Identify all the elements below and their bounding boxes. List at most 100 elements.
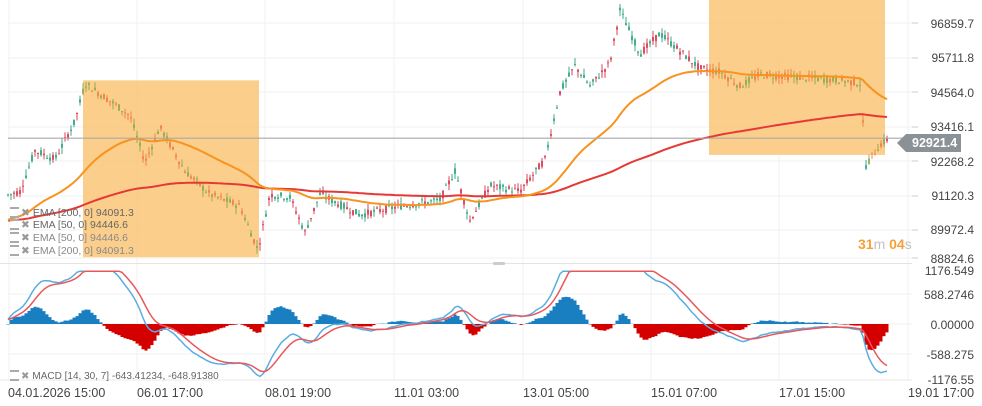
candle-body	[595, 76, 597, 79]
macd-histogram-bar	[843, 324, 847, 325]
candle-body	[841, 76, 843, 81]
candle-body	[400, 203, 402, 210]
price-axis-label: 96859.7	[930, 17, 974, 31]
macd-histogram-bar	[156, 324, 160, 336]
macd-histogram-bar	[789, 321, 793, 324]
candle-body	[157, 131, 159, 135]
legend-ema200[interactable]: ✖ EMA [200, 0] 94091.3	[10, 206, 134, 219]
candle-body	[121, 111, 123, 113]
candle-body	[277, 197, 279, 199]
time-axis-label: 17.01 15:00	[779, 386, 846, 400]
candle-body	[883, 138, 885, 145]
time-axis-label: 11.01 03:00	[394, 386, 460, 400]
macd-histogram-bar	[585, 319, 589, 324]
macd-histogram-bar	[462, 324, 466, 325]
candle-body	[61, 143, 63, 148]
macd-histogram-bar	[825, 322, 829, 324]
legend-ema50-secondary[interactable]: ✖ EMA [50, 0] 94446.6	[10, 231, 128, 244]
candle-body	[682, 50, 684, 52]
legend-ema200-secondary[interactable]: ✖ EMA [200, 0] 94091.3	[10, 244, 134, 257]
macd-histogram-bar	[519, 324, 523, 325]
macd-histogram-bar	[258, 324, 262, 333]
candle-body	[259, 243, 261, 245]
candle-body	[430, 200, 432, 202]
candle-body	[721, 72, 723, 74]
macd-histogram-bar	[651, 324, 655, 338]
settings-menu-icon[interactable]	[10, 231, 19, 243]
macd-histogram-bar	[474, 324, 478, 335]
candle-body	[568, 72, 570, 77]
macd-histogram-bar	[735, 324, 739, 331]
candle-body	[196, 178, 198, 180]
macd-histogram-bar	[852, 324, 856, 326]
macd-histogram-bar	[402, 321, 406, 324]
candle-body	[616, 27, 618, 30]
legend-macd[interactable]: ✖ MACD [14, 30, 7] -643.41234, -648.91380	[10, 370, 219, 383]
macd-histogram-bar	[861, 324, 865, 333]
candle-body	[850, 80, 852, 86]
close-icon[interactable]: ✖	[21, 245, 30, 257]
candle-body	[580, 75, 582, 77]
macd-histogram-bar	[627, 319, 631, 324]
macd-histogram-bar	[96, 319, 100, 324]
macd-histogram-bar	[165, 324, 169, 328]
candle-body	[337, 204, 339, 207]
macd-histogram-bar	[45, 314, 49, 324]
macd-histogram-bar	[615, 320, 619, 324]
macd-histogram-bar	[780, 322, 784, 324]
macd-histogram-bar	[744, 324, 748, 328]
time-axis-label: 15.01 07:00	[651, 386, 718, 400]
candle-body	[544, 155, 546, 158]
macd-histogram-bar	[564, 296, 568, 324]
candle-body	[238, 203, 240, 205]
close-icon[interactable]: ✖	[21, 207, 30, 219]
macd-axis-label: 588.2746	[923, 288, 974, 302]
candle-body	[391, 206, 393, 210]
macd-histogram-bar	[264, 321, 268, 324]
candle-body	[37, 152, 39, 154]
settings-menu-icon[interactable]	[10, 244, 19, 256]
timer-minutes: 31	[858, 236, 874, 252]
macd-histogram-bar	[117, 324, 121, 336]
macd-histogram-bar	[816, 322, 820, 324]
legend-ema50[interactable]: ✖ EMA [50, 0] 94446.6	[10, 218, 128, 231]
candle-body	[316, 201, 318, 203]
settings-menu-icon[interactable]	[10, 370, 19, 381]
candle-body	[358, 213, 360, 217]
macd-histogram-bar	[315, 319, 319, 324]
candle-body	[160, 125, 162, 129]
highlight-box	[83, 80, 259, 258]
legend-label: EMA [200, 0] 94091.3	[32, 245, 134, 257]
candle-body	[58, 153, 60, 155]
macd-histogram-bar	[171, 324, 175, 330]
macd-histogram-bar	[528, 322, 532, 324]
macd-histogram-bar	[507, 321, 511, 324]
candle-body	[151, 146, 153, 150]
close-icon[interactable]: ✖	[21, 232, 30, 244]
candle-body	[547, 144, 549, 148]
candle-body	[112, 101, 114, 104]
macd-histogram-bar	[657, 324, 661, 334]
close-icon[interactable]: ✖	[21, 219, 30, 231]
macd-histogram-bar	[27, 310, 31, 324]
candle-body	[205, 191, 207, 193]
pane-resize-handle[interactable]	[493, 262, 505, 265]
macd-histogram-bar	[660, 324, 664, 333]
settings-menu-icon[interactable]	[10, 218, 19, 230]
candle-body	[250, 232, 252, 237]
candle-body	[634, 39, 636, 46]
macd-histogram-bar	[798, 322, 802, 324]
settings-menu-icon[interactable]	[10, 206, 19, 218]
macd-histogram-bar	[57, 322, 61, 324]
candle-body	[700, 65, 702, 70]
close-icon[interactable]: ✖	[21, 371, 30, 383]
candle-body	[253, 239, 255, 244]
macd-histogram-bar	[636, 324, 640, 334]
candle-body	[541, 160, 543, 167]
candle-body	[313, 207, 315, 211]
macd-histogram-bar	[804, 322, 808, 324]
candle-body	[697, 63, 699, 70]
macd-histogram-bar	[693, 324, 697, 339]
